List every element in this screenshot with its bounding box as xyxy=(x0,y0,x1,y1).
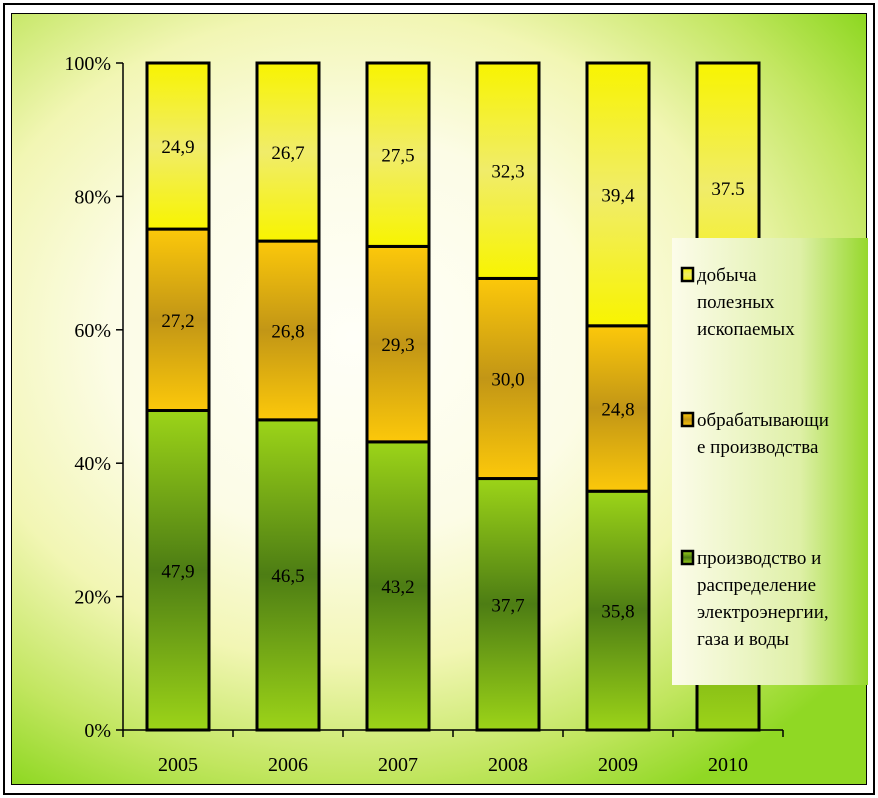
axes: 0% 20% 40% 60% 80% 100% 2005 2006 2007 2008 2009 20… xyxy=(64,53,784,776)
bar-segment xyxy=(585,489,651,732)
bar-segment xyxy=(365,244,431,444)
bar-segment xyxy=(145,227,211,413)
data-label: 32,3 xyxy=(491,162,524,183)
y-tick-label: 100% xyxy=(64,53,111,75)
data-label: 46,5 xyxy=(271,566,304,587)
x-category-label: 2006 xyxy=(268,754,308,776)
data-label: 39,4 xyxy=(601,185,635,206)
bar-segment xyxy=(585,61,651,328)
legend: добыча полезных ископаемых обрабатывающи е п… xyxy=(672,238,868,685)
legend-label: ископаемых xyxy=(697,319,795,340)
y-tick-label: 60% xyxy=(74,320,111,342)
legend-label: электроэнергии, xyxy=(697,602,829,623)
data-label: 37.5 xyxy=(711,179,744,200)
data-label: 47,9 xyxy=(161,561,194,582)
data-label: 37,7 xyxy=(491,595,524,616)
bar-segment xyxy=(365,61,431,248)
bar-segment xyxy=(475,61,541,280)
legend-swatch xyxy=(680,549,695,566)
bar-segment xyxy=(255,61,321,243)
y-tick-label: 20% xyxy=(74,587,111,609)
data-label: 35,8 xyxy=(601,602,634,623)
x-category-label: 2005 xyxy=(158,754,198,776)
stacked-bar-chart: 0% 20% 40% 60% 80% 100% 2005 2006 2007 2008 2009 20… xyxy=(64,53,868,776)
legend-label: производство и xyxy=(697,548,821,569)
legend-label: е производства xyxy=(697,437,819,458)
data-label: 24,8 xyxy=(601,400,634,421)
bar-segment xyxy=(145,61,211,231)
data-label: 30,0 xyxy=(491,369,524,390)
bar-segment xyxy=(255,418,321,732)
data-label: 27,5 xyxy=(381,146,414,167)
data-label: 29,3 xyxy=(381,335,414,356)
chart-frame: 0% 20% 40% 60% 80% 100% 2005 2006 2007 2008 2009 20… xyxy=(3,3,875,795)
legend-label: полезных xyxy=(697,292,775,313)
data-label: 24,9 xyxy=(161,137,194,158)
y-tick-label: 40% xyxy=(74,453,111,475)
chart-area: 0% 20% 40% 60% 80% 100% 2005 2006 2007 2008 2009 20… xyxy=(11,13,868,785)
x-category-label: 2009 xyxy=(598,754,638,776)
data-labels: 47,9 27,2 24,9 46,5 26,8 26,7 43,2 29,3 27,5 37,7… xyxy=(161,137,744,623)
bars xyxy=(145,61,761,732)
y-tick-label: 0% xyxy=(84,720,111,742)
legend-label: добыча xyxy=(697,265,757,286)
data-label: 26,7 xyxy=(271,143,304,164)
legend-swatch xyxy=(680,411,695,428)
x-category-label: 2007 xyxy=(378,754,418,776)
y-tick-label: 80% xyxy=(74,186,111,208)
data-label: 43,2 xyxy=(381,577,414,598)
data-label: 26,8 xyxy=(271,321,304,342)
data-label: 27,2 xyxy=(161,311,194,332)
bar-segment xyxy=(585,324,651,493)
legend-label: обрабатывающи xyxy=(697,410,829,431)
legend-label: распределение xyxy=(697,575,816,596)
bar-segment xyxy=(475,276,541,481)
legend-label: газа и воды xyxy=(697,629,789,650)
legend-swatch xyxy=(680,266,695,283)
x-category-label: 2008 xyxy=(488,754,528,776)
legend-box xyxy=(672,238,868,685)
x-category-label: 2010 xyxy=(708,754,748,776)
